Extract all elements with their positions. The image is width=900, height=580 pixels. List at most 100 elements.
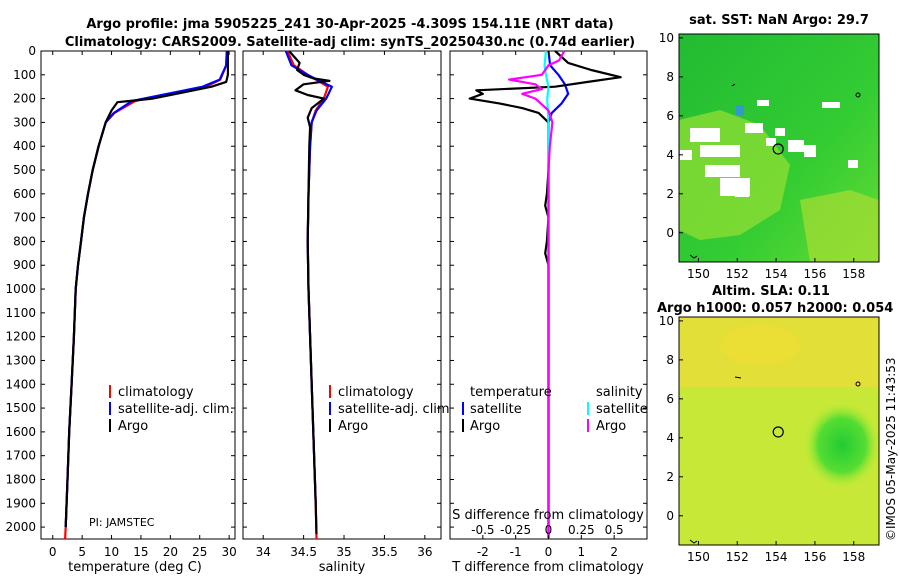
sst-cloud-mask (680, 100, 858, 197)
sla-map-title-2: Argo h1000: 0.057 h2000: 0.054 (657, 301, 893, 316)
sla-axes-frame (678, 316, 880, 546)
map-xtick-label: 156 (803, 267, 826, 281)
series-line-temperature-satellite (547, 50, 570, 539)
sla-map-title-1: Altim. SLA: 0.11 (712, 284, 830, 299)
sla-high-blob (720, 325, 800, 365)
ytick-label: 400 (13, 139, 36, 153)
ytick-label: 1000 (5, 282, 36, 296)
legend-label-s-satellite: satellite (596, 402, 648, 417)
sla-low-blob (802, 400, 879, 490)
xtick-label: 15 (133, 545, 148, 559)
map-ytick-label: 6 (666, 392, 674, 406)
map-ytick-label: 8 (666, 353, 674, 367)
figure-title-line2: Climatology: CARS2009. Satellite-adj cli… (65, 35, 635, 50)
map-xtick-label: 150 (687, 267, 710, 281)
salinity-axes-frame (242, 50, 442, 540)
ytick-label: 900 (13, 258, 36, 272)
sst-map: sat. SST: NaN Argo: 29.7 150 152 154 156 158… (659, 13, 880, 281)
xtick-label: 5 (78, 545, 86, 559)
copyright-stamp: ©IMOS 05-May-2025 11:43:53 (884, 357, 898, 541)
temperature-xlabel: temperature (deg C) (68, 560, 202, 575)
map-ytick-label: 10 (659, 31, 674, 45)
xtick-label: 0 (545, 545, 553, 559)
temperature-panel: 0100200300400500600700800900100011001200… (5, 44, 236, 575)
ytick-label: 1400 (5, 377, 36, 391)
sst-coastline (689, 83, 861, 259)
xtick-label: 2 (610, 545, 618, 559)
xtick-label: 20 (163, 545, 178, 559)
xtick-label: 1 (578, 545, 586, 559)
xtick-label: 10 (104, 545, 119, 559)
map-xtick-label: 152 (726, 267, 749, 281)
map-xtick-label: 154 (765, 267, 788, 281)
ytick-label: 300 (13, 115, 36, 129)
map-xtick-label: 152 (726, 550, 749, 564)
series-line-argo (288, 50, 331, 535)
legend-label-t-argo: Argo (470, 419, 500, 434)
map-ytick-label: 2 (666, 187, 674, 201)
ytick-label: 1300 (5, 353, 36, 367)
ytick-label: 1700 (5, 449, 36, 463)
xtick-label: -2 (477, 545, 489, 559)
s-tick-label: -0.25 (500, 523, 531, 537)
series-line-salinity-satellite (543, 50, 550, 539)
figure-title-line1: Argo profile: jma 5905225_241 30-Apr-202… (86, 17, 613, 32)
ytick-label: 1600 (5, 425, 36, 439)
salinity-xlabel: salinity (319, 560, 366, 575)
temperature-axes-frame (40, 50, 236, 540)
salinity-legend: climatology satellite-adj. clim. Argo (329, 385, 454, 434)
map-ytick-label: 2 (666, 470, 674, 484)
sst-argo-marker (772, 143, 784, 155)
legend-header-salinity: salinity (596, 385, 643, 400)
ytick-label: 1500 (5, 401, 36, 415)
ytick-label: 500 (13, 163, 36, 177)
xtick-label: -1 (510, 545, 522, 559)
map-ytick-label: 6 (666, 109, 674, 123)
sst-cool-patch (736, 105, 744, 115)
map-xtick-label: 158 (842, 267, 865, 281)
xtick-label: 0 (49, 545, 57, 559)
pi-credit: PI: JAMSTEC (89, 516, 155, 529)
sla-field (679, 317, 879, 545)
series-line-salinity-argo (508, 50, 566, 539)
sst-axes-frame (678, 33, 880, 263)
sst-warm-patch-se (800, 190, 879, 262)
temperature-legend: climatology satellite-adj. clim. Argo (109, 385, 234, 434)
map-ytick-label: 4 (666, 431, 674, 445)
ytick-label: 200 (13, 92, 36, 106)
ytick-label: 600 (13, 187, 36, 201)
map-ytick-label: 10 (659, 314, 674, 328)
legend-label-argo: Argo (118, 419, 148, 434)
sla-argo-marker (772, 426, 784, 438)
s-tick-label: -0.5 (471, 523, 494, 537)
ytick-label: 700 (13, 211, 36, 225)
sst-field (679, 34, 879, 262)
ytick-label: 1900 (5, 496, 36, 510)
sla-map: Altim. SLA: 0.11 Argo h1000: 0.057 h2000… (657, 284, 893, 564)
xtick-label: 36 (417, 545, 432, 559)
ytick-label: 100 (13, 68, 36, 82)
difference-xlabel-s: S difference from climatology (452, 508, 644, 523)
legend-label-climatology: climatology (338, 385, 414, 400)
xtick-label: 34 (256, 545, 271, 559)
map-ytick-label: 8 (666, 70, 674, 84)
xtick-label: 35 (336, 545, 351, 559)
ytick-label: 1100 (5, 306, 36, 320)
map-ytick-label: 4 (666, 148, 674, 162)
legend-label-t-satellite: satellite (470, 402, 522, 417)
ytick-label: 0 (28, 44, 36, 58)
difference-legend: temperature salinity satellite Argo sate… (462, 385, 648, 434)
xtick-label: 25 (192, 545, 207, 559)
salinity-panel: 34 34.5 35 35.5 36 salinity climatology sate… (242, 50, 454, 575)
map-ytick-label: 0 (666, 226, 674, 240)
s-tick-label: 0.25 (568, 523, 595, 537)
difference-panel: -2 -1 0 1 2 -0.5 -0.25 0 0.25 0.5 S difference f… (449, 50, 648, 575)
ytick-label: 2000 (5, 520, 36, 534)
xtick-label: 30 (221, 545, 236, 559)
legend-label-climatology: climatology (118, 385, 194, 400)
map-xtick-label: 158 (842, 550, 865, 564)
legend-label-s-argo: Argo (596, 419, 626, 434)
sst-map-title: sat. SST: NaN Argo: 29.7 (689, 13, 869, 28)
legend-label-satellite-adj: satellite-adj. clim. (118, 402, 234, 417)
s-tick-label: 0 (545, 523, 553, 537)
